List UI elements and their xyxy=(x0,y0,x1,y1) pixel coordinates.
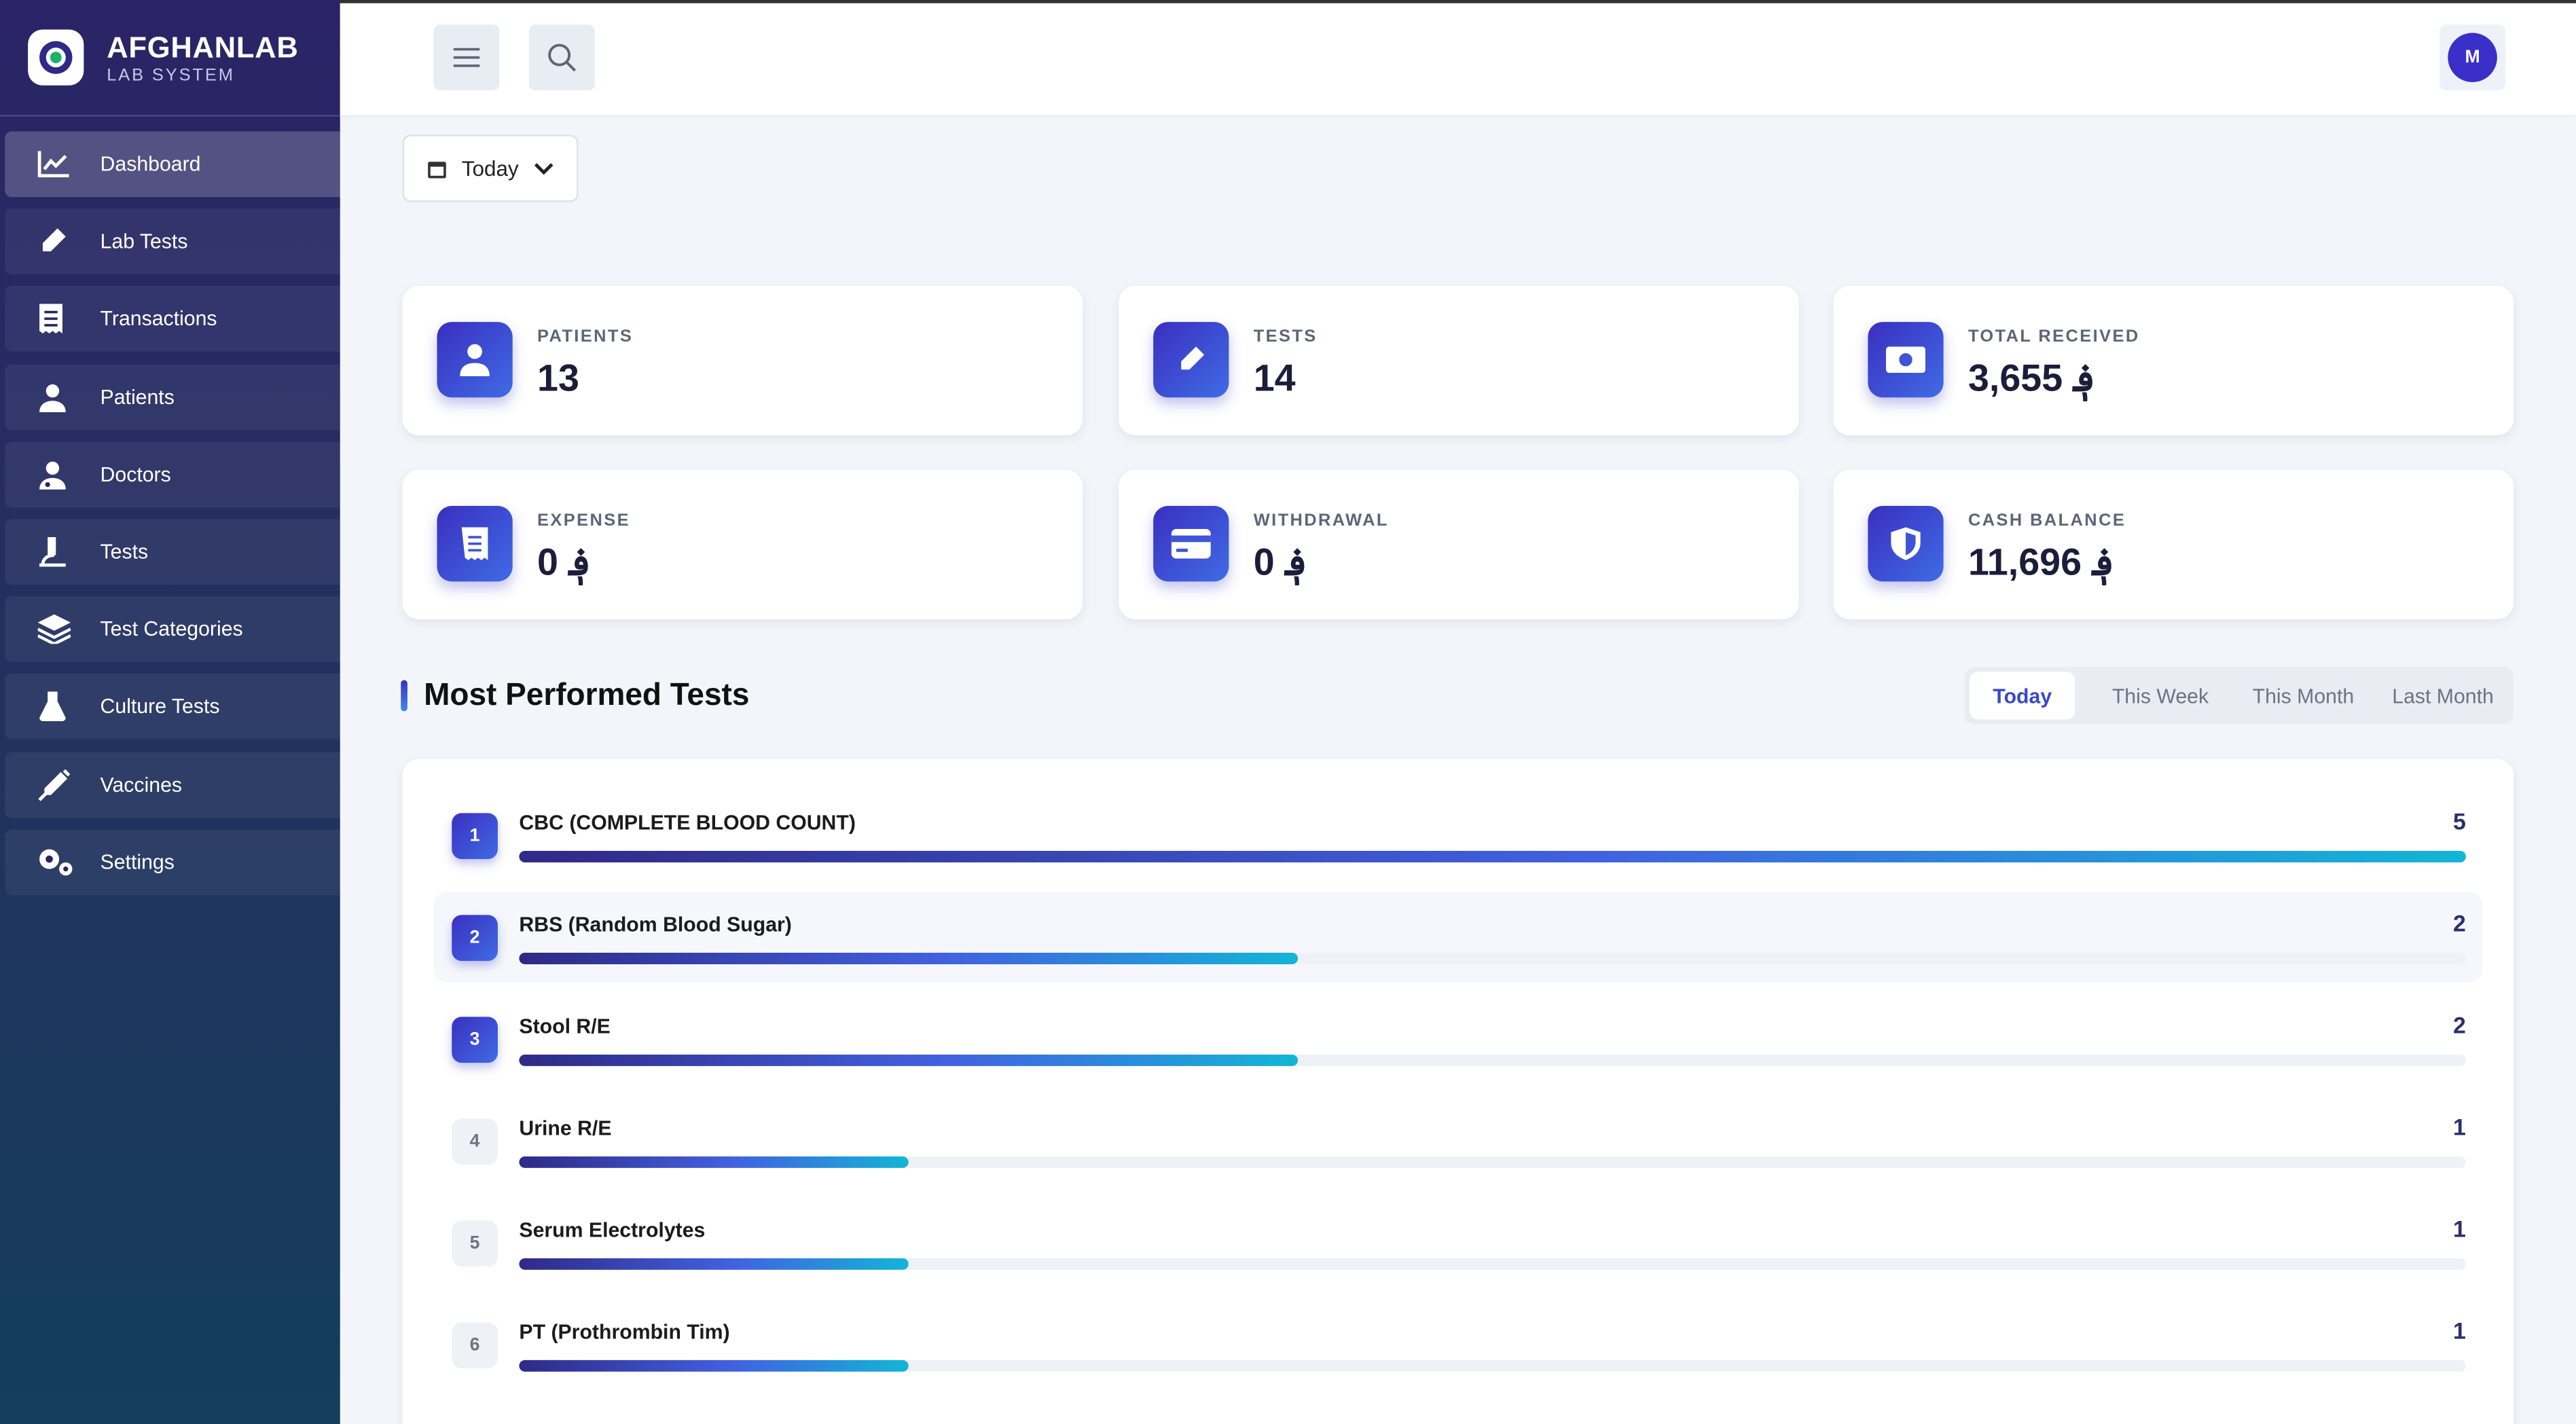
progress-track xyxy=(519,953,2466,964)
stat-value: 14 xyxy=(1253,356,1296,399)
brand-subtitle: LAB SYSTEM xyxy=(107,65,235,86)
test-name: CBC (COMPLETE BLOOD COUNT) xyxy=(519,811,856,835)
progress-bar xyxy=(519,953,1299,964)
nav-item[interactable]: Tests xyxy=(5,519,340,585)
period-tab[interactable]: Last Month xyxy=(2392,684,2494,708)
rank-badge: 5 xyxy=(452,1220,498,1267)
test-name: PT (Prothrombin Tim) xyxy=(519,1320,730,1344)
test-count: 2 xyxy=(2453,1012,2466,1038)
stat-icon xyxy=(437,322,513,398)
progress-track xyxy=(519,1359,2466,1372)
nav-item[interactable]: Settings xyxy=(5,829,340,895)
progress-bar xyxy=(519,1054,1299,1066)
stat-label: EXPENSE xyxy=(537,511,630,531)
stat-card: TESTS 14 xyxy=(1119,285,1799,436)
nav-label: Lab Tests xyxy=(100,230,188,253)
stat-icon xyxy=(1868,322,1944,398)
nav-item[interactable]: Transactions xyxy=(5,286,340,352)
avatar: M xyxy=(2448,33,2497,82)
nav-label: Patients xyxy=(100,385,175,409)
rank-badge: 6 xyxy=(452,1322,498,1369)
stat-label: WITHDRAWAL xyxy=(1253,511,1389,531)
separator xyxy=(0,115,340,117)
period-tab[interactable]: This Month xyxy=(2252,684,2355,708)
sidebar: AFGHANLAB LAB SYSTEM Dashboard Lab Tests T… xyxy=(0,0,340,1424)
stat-card: PATIENTS 13 xyxy=(402,285,1083,436)
nav-label: Test Categories xyxy=(100,617,243,641)
stat-label: CASH BALANCE xyxy=(1967,511,2126,531)
stat-icon xyxy=(437,506,513,582)
stat-card: CASH BALANCE 11,696 ؋ xyxy=(1833,469,2514,619)
user-menu[interactable]: M xyxy=(2439,24,2505,91)
stat-value: 13 xyxy=(537,356,579,399)
test-count: 5 xyxy=(2453,808,2466,835)
stat-card: WITHDRAWAL 0 ؋ xyxy=(1119,469,1799,619)
rank-badge: 3 xyxy=(452,1017,498,1063)
stat-icon xyxy=(1868,506,1944,582)
date-filter[interactable]: Today xyxy=(402,134,579,202)
section-title: Most Performed Tests xyxy=(424,678,750,713)
progress-bar xyxy=(519,1156,909,1168)
stat-value: 0 ؋ xyxy=(537,540,592,583)
period-tab[interactable]: Today xyxy=(1970,672,2075,720)
progress-track xyxy=(519,1156,2466,1168)
stat-value: 11,696 ؋ xyxy=(1967,540,2115,583)
row-highlight xyxy=(433,892,2483,983)
progress-track xyxy=(519,1258,2466,1270)
rank-badge: 1 xyxy=(452,813,498,860)
stat-icon xyxy=(1153,322,1229,398)
nav-label: Doctors xyxy=(100,462,171,486)
test-count: 1 xyxy=(2453,1317,2466,1344)
test-list: 1 CBC (COMPLETE BLOOD COUNT) 5 2 RBS (Random… xyxy=(402,759,2514,1424)
progress-track xyxy=(519,851,2466,862)
title-accent xyxy=(401,680,407,712)
stat-value: 0 ؋ xyxy=(1253,540,1307,583)
rank-badge: 4 xyxy=(452,1118,498,1165)
progress-bar xyxy=(519,1359,909,1372)
nav-label: Culture Tests xyxy=(100,695,220,719)
nav-item[interactable]: Patients xyxy=(5,364,340,430)
date-filter-label: Today xyxy=(461,156,519,181)
nav-item[interactable]: Culture Tests xyxy=(5,674,340,740)
nav-label: Tests xyxy=(100,540,149,564)
rank-badge: 2 xyxy=(452,915,498,962)
stat-label: PATIENTS xyxy=(537,327,634,347)
top-border xyxy=(0,0,2576,3)
nav-label: Vaccines xyxy=(100,773,183,797)
test-name: Urine R/E xyxy=(519,1116,612,1140)
test-name: Stool R/E xyxy=(519,1015,611,1038)
period-tabs: Today This Week This Month Last Month xyxy=(1965,667,2514,725)
nav-item[interactable]: Doctors xyxy=(5,441,340,507)
nav-item[interactable]: Lab Tests xyxy=(5,208,340,275)
test-count: 2 xyxy=(2453,910,2466,936)
progress-bar xyxy=(519,1258,909,1270)
test-name: Serum Electrolytes xyxy=(519,1218,706,1242)
nav-label: Transactions xyxy=(100,308,217,331)
header xyxy=(340,3,2576,115)
nav-label: Settings xyxy=(100,850,175,874)
nav-item[interactable]: Test Categories xyxy=(5,596,340,663)
nav-label: Dashboard xyxy=(100,152,201,176)
menu-button[interactable] xyxy=(433,24,500,91)
progress-bar xyxy=(519,851,2466,862)
test-name: RBS (Random Blood Sugar) xyxy=(519,913,792,936)
test-count: 1 xyxy=(2453,1114,2466,1140)
stat-label: TESTS xyxy=(1253,327,1318,347)
stat-card: TOTAL RECEIVED 3,655 ؋ xyxy=(1833,285,2514,436)
logo xyxy=(28,29,84,86)
stat-card: EXPENSE 0 ؋ xyxy=(402,469,1083,619)
stat-label: TOTAL RECEIVED xyxy=(1967,327,2140,347)
search-button[interactable] xyxy=(528,24,595,91)
progress-track xyxy=(519,1054,2466,1066)
brand: AFGHANLAB xyxy=(107,31,299,65)
nav-item[interactable]: Vaccines xyxy=(5,751,340,818)
period-tab[interactable]: This Week xyxy=(2111,684,2209,708)
test-count: 1 xyxy=(2453,1216,2466,1242)
stat-value: 3,655 ؋ xyxy=(1967,356,2096,399)
stat-icon xyxy=(1153,506,1229,582)
nav-item[interactable]: Dashboard xyxy=(5,131,340,198)
